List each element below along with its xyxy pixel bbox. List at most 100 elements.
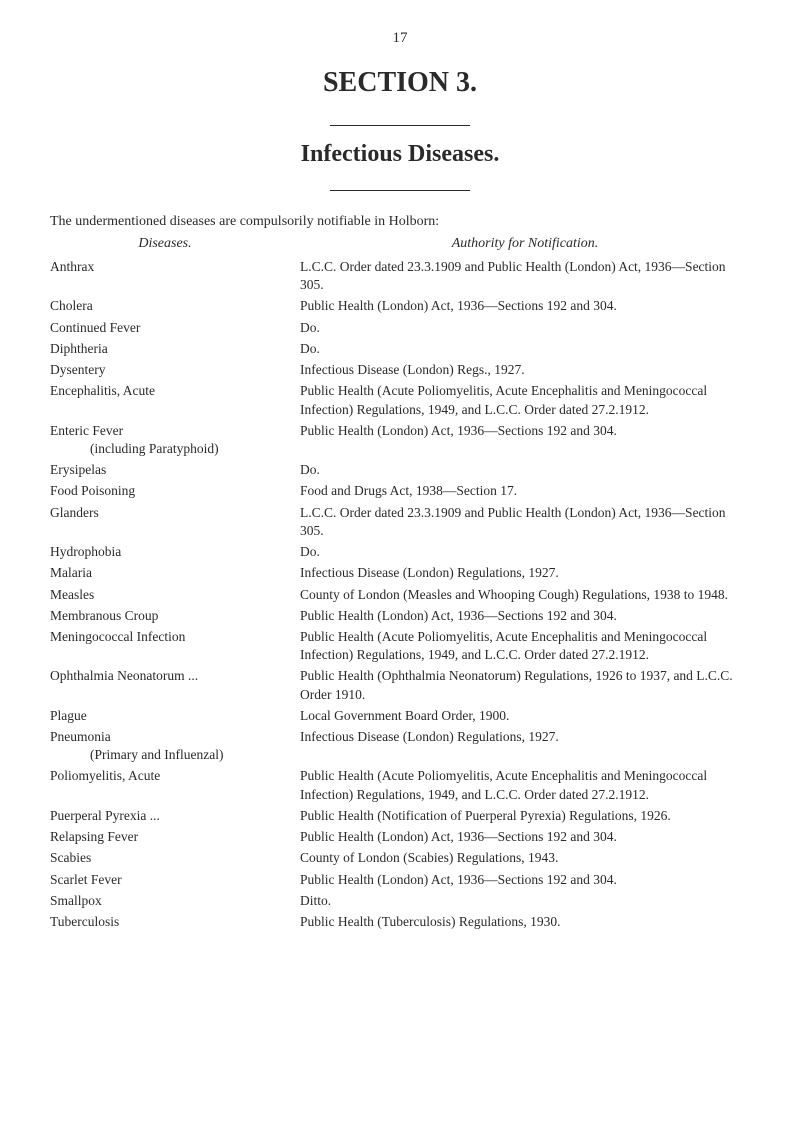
disease-name: Encephalitis, Acute <box>50 383 155 398</box>
disease-name: Relapsing Fever <box>50 829 138 844</box>
disease-name: Anthrax <box>50 259 94 274</box>
disease-name: Scarlet Fever <box>50 872 122 887</box>
disease-name: Glanders <box>50 505 99 520</box>
authority-cell: Public Health (Notification of Puerperal… <box>300 807 750 825</box>
disease-cell: Tuberculosis <box>50 913 300 931</box>
authority-cell: Public Health (London) Act, 1936—Section… <box>300 607 750 625</box>
disease-cell: Membranous Croup <box>50 607 300 625</box>
disease-cell: Anthrax <box>50 258 300 276</box>
authority-cell: Public Health (London) Act, 1936—Section… <box>300 297 750 315</box>
column-headers: Diseases. Authority for Notification. <box>50 236 750 252</box>
disease-name: Poliomyelitis, Acute <box>50 768 160 783</box>
authority-cell: Do. <box>300 340 750 358</box>
authority-cell: Public Health (Tuberculosis) Regulations… <box>300 913 750 931</box>
table-row: Pneumonia (Primary and Influenzal) Infecti… <box>50 728 750 764</box>
disease-name: Erysipelas <box>50 462 106 477</box>
authority-cell: Public Health (London) Act, 1936—Section… <box>300 871 750 889</box>
table-row: Membranous CroupPublic Health (London) A… <box>50 607 750 625</box>
disease-cell: Enteric Fever(including Paratyphoid) <box>50 422 300 458</box>
authority-cell: Public Health (Acute Poliomyelitis, Acut… <box>300 382 750 418</box>
table-row: Continued Fever Do. <box>50 319 750 337</box>
table-row: Poliomyelitis, Acute Public Health (Acute… <box>50 767 750 803</box>
disease-name: Continued Fever <box>50 320 140 335</box>
disease-cell: Food Poisoning <box>50 482 300 500</box>
column-header-diseases: Diseases. <box>50 236 300 252</box>
disease-cell: Glanders <box>50 504 300 522</box>
authority-cell: Food and Drugs Act, 1938—Section 17. <box>300 482 750 500</box>
disease-name: Hydrophobia <box>50 544 121 559</box>
disease-cell: Hydrophobia <box>50 543 300 561</box>
table-row: Food PoisoningFood and Drugs Act, 1938—S… <box>50 482 750 500</box>
document-page: 17 SECTION 3. Infectious Diseases. The u… <box>0 0 800 974</box>
table-row: Smallpox Ditto. <box>50 892 750 910</box>
table-row: Meningococcal Infection Public Health (Ac… <box>50 628 750 664</box>
disease-cell: Encephalitis, Acute <box>50 382 300 400</box>
table-row: Ophthalmia Neonatorum ...Public Health (… <box>50 667 750 703</box>
page-number: 17 <box>50 30 750 47</box>
table-row: MeaslesCounty of London (Measles and Who… <box>50 586 750 604</box>
disease-cell: Measles <box>50 586 300 604</box>
disease-cell: Erysipelas <box>50 461 300 479</box>
authority-cell: Public Health (London) Act, 1936—Section… <box>300 422 750 440</box>
disease-name: Smallpox <box>50 893 102 908</box>
subtitle: Infectious Diseases. <box>50 141 750 168</box>
column-header-authority: Authority for Notification. <box>300 236 750 252</box>
authority-cell: County of London (Scabies) Regulations, … <box>300 849 750 867</box>
disease-cell: Puerperal Pyrexia ... <box>50 807 300 825</box>
authority-cell: L.C.C. Order dated 23.3.1909 and Public … <box>300 504 750 540</box>
table-row: CholeraPublic Health (London) Act, 1936—… <box>50 297 750 315</box>
table-row: Enteric Fever(including Paratyphoid)Publ… <box>50 422 750 458</box>
table-row: DysenteryInfectious Disease (London) Reg… <box>50 361 750 379</box>
disease-subtext: (Primary and Influenzal) <box>50 746 280 764</box>
disease-cell: Plague <box>50 707 300 725</box>
authority-cell: Public Health (Acute Poliomyelitis, Acut… <box>300 628 750 664</box>
disease-name: Pneumonia <box>50 729 111 744</box>
disease-cell: Dysentery <box>50 361 300 379</box>
table-row: Hydrophobia Do. <box>50 543 750 561</box>
disease-cell: Pneumonia (Primary and Influenzal) <box>50 728 300 764</box>
disease-name: Malaria <box>50 565 92 580</box>
table-row: Relapsing Fever Public Health (London) Ac… <box>50 828 750 846</box>
authority-cell: Ditto. <box>300 892 750 910</box>
disease-cell: Smallpox <box>50 892 300 910</box>
disease-cell: Cholera <box>50 297 300 315</box>
disease-table: Anthrax L.C.C. Order dated 23.3.1909 and … <box>50 258 750 931</box>
disease-cell: Malaria <box>50 564 300 582</box>
disease-name: Meningococcal Infection <box>50 629 185 644</box>
authority-cell: L.C.C. Order dated 23.3.1909 and Public … <box>300 258 750 294</box>
table-row: Scabies County of London (Scabies) Regula… <box>50 849 750 867</box>
disease-cell: Scabies <box>50 849 300 867</box>
intro-text: The undermentioned diseases are compulso… <box>50 214 750 230</box>
authority-cell: Do. <box>300 543 750 561</box>
table-row: Encephalitis, Acute Public Health (Acute … <box>50 382 750 418</box>
disease-cell: Scarlet Fever <box>50 871 300 889</box>
authority-cell: Do. <box>300 461 750 479</box>
disease-name: Diphtheria <box>50 341 108 356</box>
disease-cell: Diphtheria <box>50 340 300 358</box>
disease-name: Enteric Fever <box>50 423 123 438</box>
disease-cell: Relapsing Fever <box>50 828 300 846</box>
disease-name: Scabies <box>50 850 91 865</box>
disease-name: Tuberculosis <box>50 914 119 929</box>
disease-name: Ophthalmia Neonatorum ... <box>50 668 198 683</box>
table-row: Tuberculosis Public Health (Tuberculosis)… <box>50 913 750 931</box>
disease-cell: Poliomyelitis, Acute <box>50 767 300 785</box>
section-title: SECTION 3. <box>50 67 750 99</box>
authority-cell: Public Health (London) Act, 1936—Section… <box>300 828 750 846</box>
divider-bottom <box>50 178 750 196</box>
disease-cell: Meningococcal Infection <box>50 628 300 646</box>
table-row: Erysipelas Do. <box>50 461 750 479</box>
disease-name: Plague <box>50 708 87 723</box>
table-row: MalariaInfectious Disease (London) Regul… <box>50 564 750 582</box>
authority-cell: Public Health (Acute Poliomyelitis, Acut… <box>300 767 750 803</box>
authority-cell: Do. <box>300 319 750 337</box>
authority-cell: Infectious Disease (London) Regulations,… <box>300 728 750 746</box>
disease-name: Dysentery <box>50 362 105 377</box>
table-row: Anthrax L.C.C. Order dated 23.3.1909 and … <box>50 258 750 294</box>
table-row: Scarlet Fever Public Health (London) Act,… <box>50 871 750 889</box>
authority-cell: Local Government Board Order, 1900. <box>300 707 750 725</box>
table-row: Plague Local Government Board Order, 1900… <box>50 707 750 725</box>
disease-name: Measles <box>50 587 94 602</box>
table-row: Glanders L.C.C. Order dated 23.3.1909 and… <box>50 504 750 540</box>
table-row: Diphtheria Do. <box>50 340 750 358</box>
